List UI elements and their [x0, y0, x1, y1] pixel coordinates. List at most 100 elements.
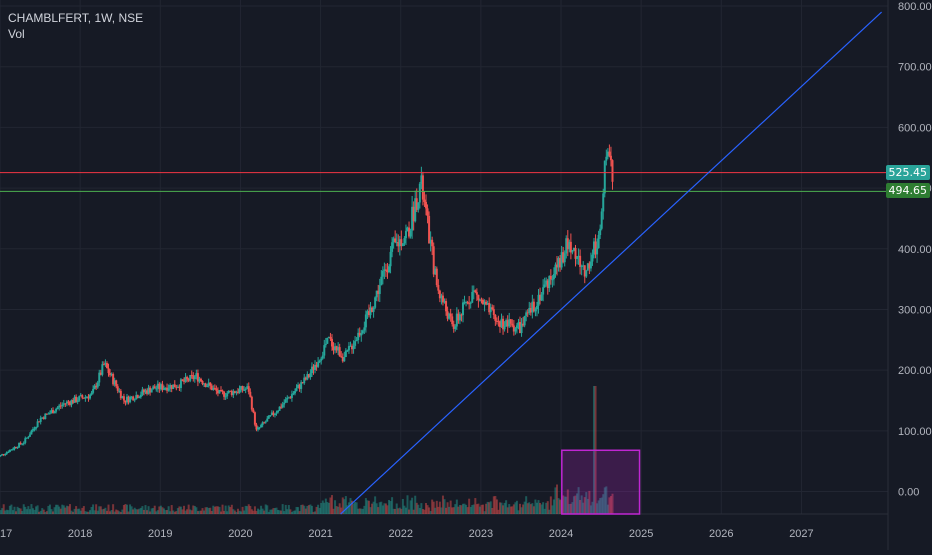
candle-body	[596, 248, 598, 254]
candle-body	[544, 285, 546, 288]
candle-body	[571, 250, 573, 252]
x-tick-label: 2017	[0, 528, 12, 540]
x-tick-label: 2023	[469, 528, 493, 540]
candle-body	[186, 377, 188, 379]
candle-body	[21, 444, 23, 445]
x-tick-label: 2022	[388, 528, 412, 540]
candle-body	[282, 404, 284, 407]
candle-body	[249, 392, 251, 397]
candle-body	[115, 380, 117, 386]
candle-body	[422, 175, 424, 199]
candle-body	[599, 229, 601, 235]
candle-body	[511, 324, 513, 326]
candle-body	[24, 438, 26, 443]
candle-body	[226, 393, 228, 396]
candle-body	[353, 346, 355, 349]
candle-body	[604, 161, 606, 194]
candle-body	[319, 361, 321, 362]
x-tick-label: 2019	[148, 528, 172, 540]
candle-body	[138, 397, 140, 398]
candle-body	[49, 413, 51, 414]
candle-body	[97, 382, 99, 387]
candle-body	[155, 388, 157, 389]
candle-body	[394, 238, 396, 242]
y-tick-label: 600.00	[898, 122, 932, 134]
candle-body	[471, 292, 473, 303]
candle-body	[140, 395, 142, 397]
candle-body	[585, 271, 587, 277]
candle-body	[222, 391, 224, 392]
y-tick-label: 100.00	[898, 426, 932, 438]
candle-body	[551, 279, 553, 280]
candle-body	[391, 242, 393, 252]
candle-body	[436, 269, 438, 285]
volume-label[interactable]: Vol	[8, 26, 143, 42]
candle-body	[243, 390, 245, 391]
candle-body	[320, 359, 322, 361]
candle-body	[29, 434, 31, 436]
candle-body	[553, 274, 555, 279]
candle-body	[524, 316, 526, 325]
candle-body	[331, 339, 333, 347]
candle-body	[601, 211, 603, 228]
candle-body	[550, 276, 552, 279]
candle-body	[200, 379, 202, 381]
candle-body	[360, 333, 362, 335]
y-tick-label: 300.00	[898, 304, 932, 316]
candle-body	[374, 297, 376, 307]
candle-body	[34, 429, 36, 430]
candle-body	[260, 425, 262, 427]
candle-body	[296, 388, 298, 391]
candle-body	[608, 152, 610, 156]
candle-body	[17, 447, 19, 448]
candle-body	[101, 364, 103, 375]
candle-body	[323, 345, 325, 355]
candle-body	[510, 319, 512, 323]
candle-body	[174, 384, 176, 387]
candle-body	[285, 399, 287, 402]
symbol-title[interactable]: CHAMBLFERT, 1W, NSE	[8, 10, 143, 26]
candle-body	[322, 356, 324, 359]
candle-body	[427, 208, 429, 216]
candle-body	[300, 382, 302, 389]
candle-body	[339, 347, 341, 356]
candle-body	[576, 257, 578, 259]
candle-body	[291, 394, 293, 398]
candle-body	[380, 277, 382, 286]
candle-body	[77, 401, 79, 402]
candle-body	[477, 295, 479, 300]
candle-body	[494, 315, 496, 321]
candle-body	[248, 386, 250, 392]
candle-body	[450, 314, 452, 317]
candle-body	[245, 389, 247, 390]
candle-body	[64, 403, 66, 404]
candle-body	[254, 412, 256, 424]
candle-body	[326, 338, 328, 344]
candle-body	[356, 340, 358, 341]
candle-body	[81, 395, 83, 398]
candle-body	[215, 389, 217, 391]
candle-body	[61, 405, 63, 406]
candle-body	[194, 376, 196, 379]
candle-body	[275, 412, 277, 413]
price-badge-resistance: 525.45	[886, 165, 931, 180]
candle-body	[129, 397, 131, 402]
candle-body	[23, 443, 25, 444]
candle-body	[168, 388, 170, 390]
candle-body	[451, 316, 453, 324]
volume-highlight-box	[562, 450, 640, 514]
candle-body	[579, 256, 581, 267]
candle-body	[602, 193, 604, 211]
candle-body	[611, 160, 613, 182]
candle-body	[590, 262, 592, 269]
candle-body	[55, 409, 57, 412]
candle-body	[428, 216, 430, 244]
candle-body	[362, 330, 364, 333]
candle-body	[40, 418, 42, 422]
candle-body	[89, 395, 91, 399]
candle-body	[27, 437, 29, 438]
candle-body	[425, 202, 427, 208]
candle-body	[309, 373, 311, 377]
candle-body	[209, 383, 211, 386]
